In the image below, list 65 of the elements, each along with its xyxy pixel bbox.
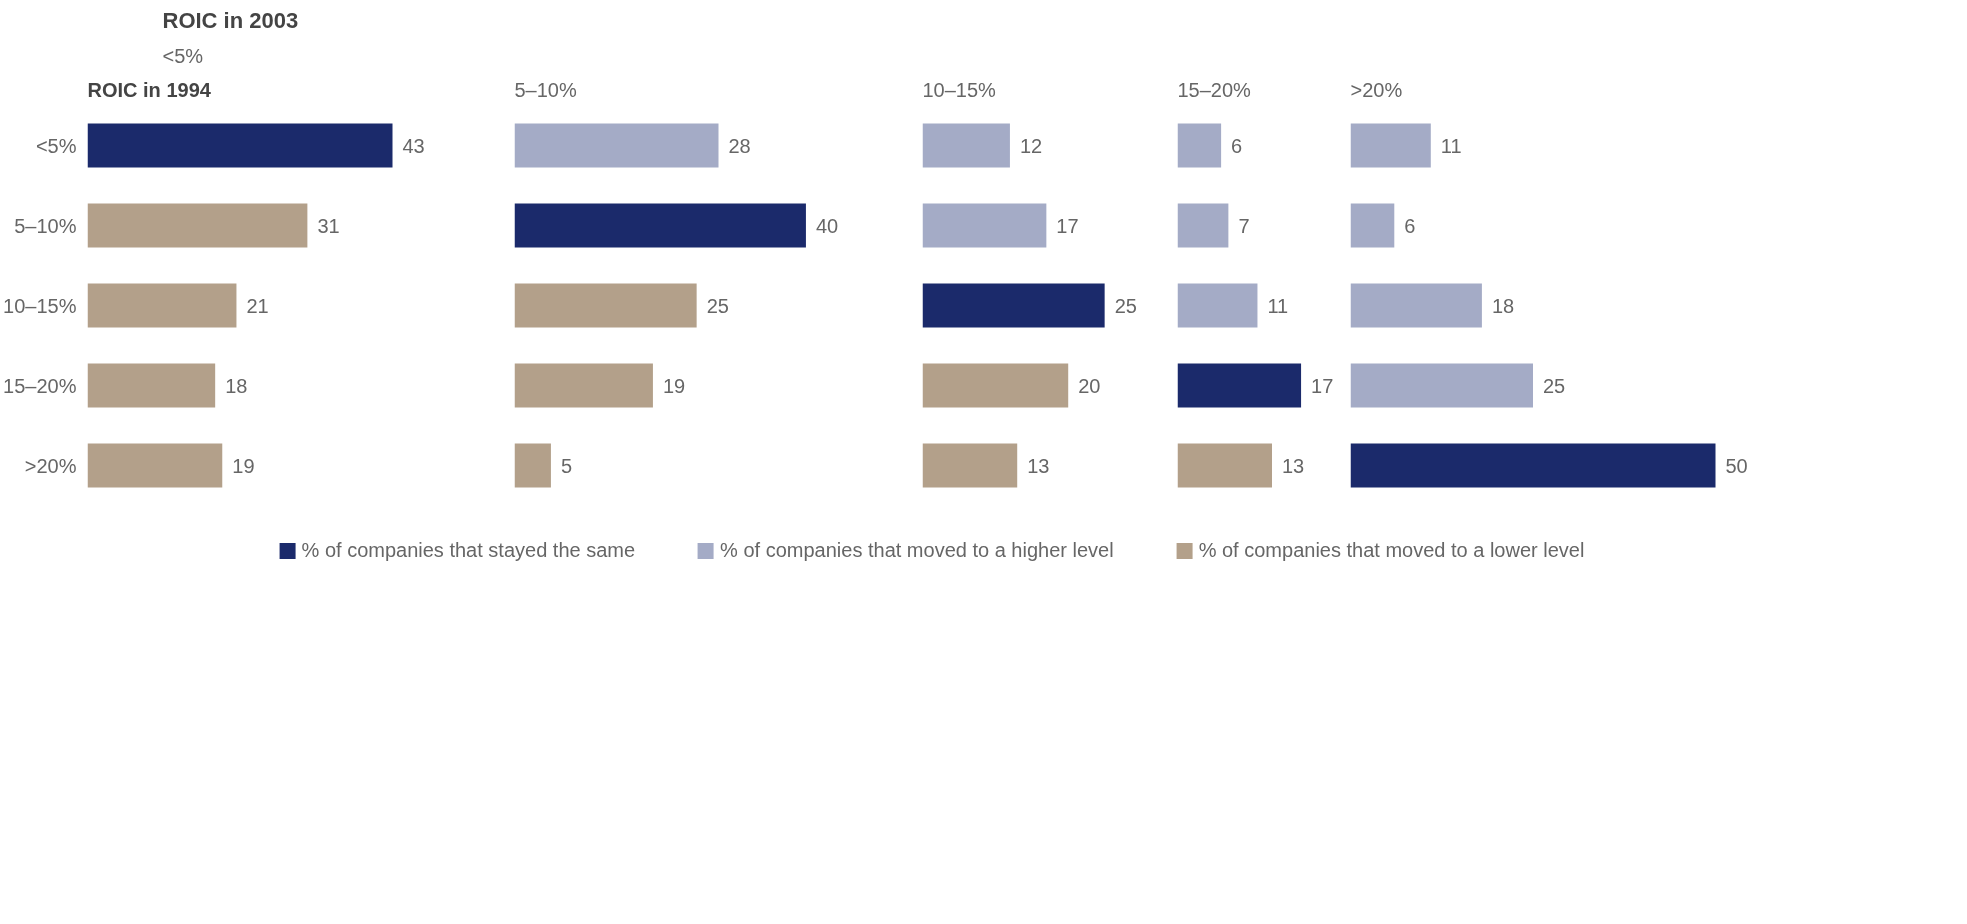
data-label: 28	[728, 134, 751, 157]
data-label: 11	[1267, 294, 1289, 317]
bar	[1177, 203, 1229, 248]
bar	[922, 203, 1047, 248]
y-axis-title: ROIC in 1994	[87, 78, 212, 101]
legend-label: % of companies that moved to a higher level	[720, 538, 1114, 562]
y-tick-label: 15–20%	[3, 374, 77, 397]
data-label: 6	[1404, 214, 1416, 237]
data-label: 12	[1019, 134, 1043, 157]
data-label: 7	[1238, 214, 1250, 237]
legend-label: % of companies that stayed the same	[301, 538, 636, 562]
bar	[1350, 203, 1395, 248]
data-label: 25	[706, 294, 729, 317]
chart-title: 10–15%	[922, 78, 997, 101]
chart-title: 15–20%	[1177, 78, 1252, 101]
chart-subtitle: <5%	[162, 44, 204, 67]
data-label: 18	[1491, 294, 1515, 317]
bar	[1350, 443, 1716, 488]
bar	[1177, 283, 1258, 328]
data-label: 40	[815, 214, 839, 237]
legend-label: % of companies that moved to a lower level	[1198, 538, 1585, 562]
data-label: 17	[1311, 374, 1334, 397]
data-label: 13	[1282, 454, 1305, 477]
bar	[1177, 363, 1302, 408]
bar	[1350, 363, 1533, 408]
bar	[514, 203, 806, 248]
bar	[1350, 283, 1482, 328]
data-label: 25	[1114, 294, 1137, 317]
data-label: 18	[225, 374, 248, 397]
chart-title: 5–10%	[514, 78, 577, 101]
bar	[1177, 443, 1272, 488]
bar	[87, 363, 216, 408]
y-tick-label: 10–15%	[3, 294, 77, 317]
data-label: 25	[1543, 374, 1566, 397]
y-tick-label: <5%	[35, 134, 77, 157]
data-label: 5	[560, 454, 573, 477]
bar	[922, 123, 1010, 168]
bar	[1177, 123, 1222, 168]
data-label: 6	[1231, 134, 1243, 157]
data-label: 20	[1078, 374, 1101, 397]
bar	[514, 283, 697, 328]
chart-title: >20%	[1350, 78, 1403, 101]
data-label: 21	[246, 294, 269, 317]
bar	[922, 363, 1069, 408]
bar	[922, 283, 1105, 328]
data-label: 17	[1056, 214, 1079, 237]
bar	[514, 123, 719, 168]
data-label: 43	[402, 134, 425, 157]
bar	[87, 203, 308, 248]
bar	[87, 443, 223, 488]
chart-title: ROIC in 2003	[162, 7, 299, 33]
bar	[87, 123, 393, 168]
data-label: 11	[1440, 134, 1462, 157]
bar	[87, 283, 237, 328]
bar	[1350, 123, 1431, 168]
data-label: 31	[317, 214, 340, 237]
bar	[922, 443, 1018, 488]
data-label: 19	[232, 454, 255, 477]
data-label: 50	[1725, 454, 1748, 477]
data-label: 13	[1027, 454, 1050, 477]
data-label: 19	[662, 374, 686, 397]
bar	[514, 443, 551, 488]
bar	[514, 363, 653, 408]
y-tick-label: 5–10%	[14, 214, 77, 237]
y-tick-label: >20%	[24, 454, 77, 477]
